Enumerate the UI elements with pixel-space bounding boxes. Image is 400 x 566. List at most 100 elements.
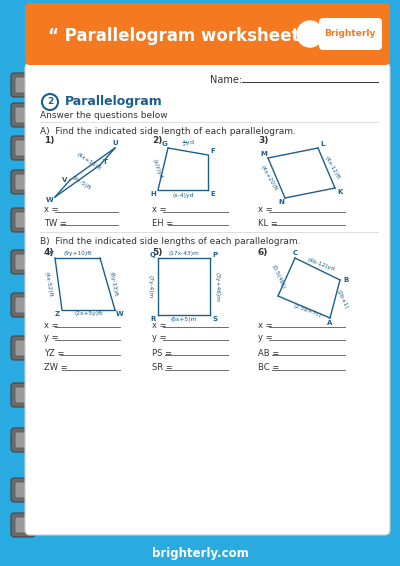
Text: brighterly.com: brighterly.com (152, 547, 248, 560)
Text: x =: x = (152, 320, 167, 329)
Text: A: A (327, 320, 333, 326)
Text: Parallelogram: Parallelogram (65, 96, 163, 109)
Text: 3): 3) (258, 136, 268, 145)
Text: KL =: KL = (258, 218, 278, 228)
Text: (0.5(4b)): (0.5(4b)) (271, 264, 286, 290)
Text: x =: x = (152, 205, 167, 215)
FancyBboxPatch shape (11, 478, 35, 502)
Text: G: G (161, 141, 167, 147)
FancyBboxPatch shape (11, 250, 35, 274)
Text: U: U (112, 140, 118, 146)
Text: R: R (150, 316, 156, 322)
Text: B: B (343, 277, 349, 283)
Text: EH =: EH = (152, 218, 173, 228)
Text: YZ =: YZ = (44, 349, 64, 358)
Text: Brighterly: Brighterly (324, 29, 376, 38)
FancyBboxPatch shape (11, 428, 35, 452)
Text: W: W (116, 311, 124, 317)
Text: T: T (102, 159, 108, 165)
Text: PS =: PS = (152, 349, 172, 358)
Text: 2): 2) (152, 136, 162, 145)
Text: TW =: TW = (44, 218, 67, 228)
Text: y =: y = (44, 333, 59, 342)
Text: Name:: Name: (210, 75, 242, 85)
FancyBboxPatch shape (25, 63, 390, 535)
Text: (4b-12)yd: (4b-12)yd (306, 258, 335, 272)
Text: (x/z)yd: (x/z)yd (151, 158, 163, 179)
Text: (x-4)yd: (x-4)yd (172, 192, 194, 198)
Text: (9x-5)ft: (9x-5)ft (71, 175, 92, 191)
Text: E: E (211, 191, 215, 197)
FancyBboxPatch shape (11, 170, 35, 194)
Text: SR =: SR = (152, 363, 173, 372)
FancyBboxPatch shape (15, 77, 31, 93)
Text: BC =: BC = (258, 363, 279, 372)
Text: H: H (150, 191, 156, 197)
Text: Q: Q (150, 252, 156, 258)
FancyBboxPatch shape (15, 387, 31, 403)
FancyBboxPatch shape (0, 540, 400, 566)
Text: F: F (211, 148, 215, 154)
FancyBboxPatch shape (15, 254, 31, 270)
Text: 5): 5) (152, 247, 162, 256)
FancyBboxPatch shape (15, 297, 31, 313)
Text: (6x+5)m: (6x+5)m (171, 318, 197, 323)
Text: B)  Find the indicated side lengths of each parallelogram.: B) Find the indicated side lengths of ea… (40, 237, 300, 246)
Text: ZW =: ZW = (44, 363, 68, 372)
Text: 4): 4) (44, 247, 54, 256)
FancyBboxPatch shape (11, 293, 35, 317)
Text: x =: x = (258, 320, 273, 329)
Text: y =: y = (152, 333, 167, 342)
Circle shape (42, 94, 58, 110)
FancyBboxPatch shape (319, 18, 382, 50)
FancyBboxPatch shape (15, 174, 31, 190)
Text: V: V (62, 177, 68, 183)
Text: K: K (337, 189, 343, 195)
Text: A)  Find the indicated side length of each parallelogram.: A) Find the indicated side length of eac… (40, 126, 296, 135)
FancyBboxPatch shape (25, 3, 390, 65)
Text: “ Parallelogram worksheet: “ Parallelogram worksheet (48, 27, 300, 45)
FancyBboxPatch shape (11, 136, 35, 160)
Text: Answer the questions below: Answer the questions below (40, 112, 168, 121)
Text: x =: x = (258, 205, 273, 215)
FancyBboxPatch shape (11, 73, 35, 97)
Text: (6y-13)ft: (6y-13)ft (109, 271, 118, 297)
Text: Y: Y (48, 251, 54, 257)
Text: (17x-43)m: (17x-43)m (168, 251, 200, 255)
Text: (2x+5y)ft: (2x+5y)ft (74, 311, 103, 316)
Text: Z: Z (54, 311, 60, 317)
Text: W: W (46, 197, 54, 203)
FancyBboxPatch shape (15, 482, 31, 498)
Text: 6): 6) (258, 247, 268, 256)
Text: 1): 1) (44, 136, 54, 145)
Text: M: M (260, 151, 268, 157)
Text: x =: x = (44, 320, 59, 329)
Text: (2.5b+7c): (2.5b+7c) (292, 303, 322, 319)
Text: (9y+10)ft: (9y+10)ft (63, 251, 92, 256)
FancyBboxPatch shape (15, 140, 31, 156)
Text: (7y-4)m: (7y-4)m (148, 275, 152, 298)
Text: C: C (292, 250, 298, 256)
FancyBboxPatch shape (11, 513, 35, 537)
FancyBboxPatch shape (15, 212, 31, 228)
Text: (4x-52)ft: (4x-52)ft (44, 271, 53, 297)
Text: $\frac{x}{z}$yd: $\frac{x}{z}$yd (182, 139, 194, 149)
Text: (4x+20)ft: (4x+20)ft (259, 164, 278, 192)
Text: S: S (212, 316, 218, 322)
Text: L: L (321, 141, 325, 147)
FancyBboxPatch shape (11, 383, 35, 407)
FancyBboxPatch shape (11, 336, 35, 360)
FancyBboxPatch shape (15, 340, 31, 356)
Circle shape (297, 21, 323, 47)
FancyBboxPatch shape (15, 517, 31, 533)
Text: P: P (212, 252, 218, 258)
FancyBboxPatch shape (15, 432, 31, 448)
Text: AB =: AB = (258, 349, 279, 358)
Text: (4x+16)ft: (4x+16)ft (75, 152, 102, 172)
FancyBboxPatch shape (11, 103, 35, 127)
Text: N: N (278, 199, 284, 205)
Text: (4x-12)ft: (4x-12)ft (324, 156, 341, 181)
Text: x =: x = (44, 205, 59, 215)
Text: y =: y = (258, 333, 273, 342)
Text: (2b+1): (2b+1) (335, 289, 349, 310)
